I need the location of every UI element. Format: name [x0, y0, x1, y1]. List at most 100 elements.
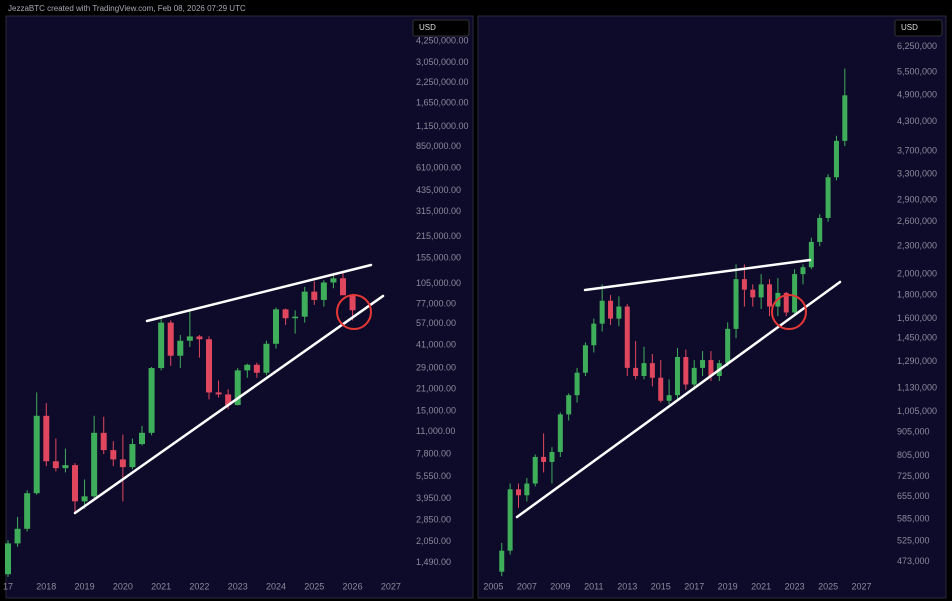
y-tick-label: 3,700,000: [897, 146, 937, 156]
y-tick-label: 29,000.00: [416, 362, 456, 372]
y-tick-label: 525,000: [897, 535, 930, 545]
candle-body: [758, 284, 764, 298]
candle-body: [43, 415, 50, 462]
y-tick-label: 105,000.00: [416, 278, 461, 288]
candle-body: [52, 461, 59, 469]
candle-body: [767, 284, 773, 307]
y-tick-label: 15,000.00: [416, 406, 456, 416]
candle-body: [624, 306, 630, 368]
y-tick-label: 2,250,000.00: [416, 77, 469, 87]
candle-body: [14, 528, 21, 544]
candle-body: [340, 278, 346, 296]
y-tick-label: 1,800,000: [897, 289, 937, 299]
candle-body: [5, 543, 11, 575]
y-tick-label: 1,005,000: [897, 406, 937, 416]
y-tick-label: 1,130,000: [897, 382, 937, 392]
candle-body: [566, 395, 572, 415]
y-tick-label: 585,000: [897, 514, 930, 524]
candle-body: [330, 278, 337, 283]
candle-body: [633, 367, 639, 377]
candle-body: [549, 451, 555, 462]
y-tick-label: 4,900,000: [897, 90, 937, 100]
candle-body: [582, 345, 588, 373]
x-tick-label: 2019: [75, 581, 95, 591]
currency-box: [412, 19, 470, 37]
candle-body: [574, 372, 580, 396]
candle-body: [591, 323, 597, 346]
x-tick-label: 2011: [584, 581, 603, 591]
candle-body: [215, 392, 222, 395]
candle-body: [196, 336, 203, 340]
candle-body: [91, 432, 98, 497]
candle-body: [616, 306, 622, 319]
left-panel: [5, 15, 474, 599]
candle-body: [658, 377, 664, 401]
y-tick-label: 805,000: [897, 450, 930, 460]
x-tick-label: 17: [3, 581, 13, 591]
y-tick-label: 4,300,000: [897, 116, 937, 126]
y-tick-label: 215,000.00: [416, 231, 461, 241]
y-tick-label: 77,000.00: [416, 298, 456, 308]
currency-label: USD: [419, 23, 436, 32]
candle-body: [666, 395, 672, 401]
candle-body: [301, 291, 308, 317]
y-tick-label: 1,290,000: [897, 356, 937, 366]
y-tick-label: 2,850.00: [416, 515, 451, 525]
right-panel: [477, 15, 947, 599]
candle-body: [72, 465, 78, 502]
y-tick-label: 1,150,000.00: [416, 121, 469, 131]
y-tick-label: 3,300,000: [897, 169, 937, 179]
y-tick-label: 6,250,000: [897, 41, 937, 51]
candle-body: [783, 292, 789, 313]
candle-body: [110, 450, 117, 460]
candle-body: [33, 415, 40, 494]
candle-body: [320, 282, 327, 300]
candle-body: [741, 279, 747, 290]
candle-body: [129, 444, 136, 468]
y-tick-label: 5,550.00: [416, 471, 451, 481]
candle-body: [292, 316, 299, 319]
y-tick-label: 1,450,000: [897, 333, 937, 343]
candle-body: [244, 364, 251, 371]
currency-box: [894, 19, 943, 37]
y-tick-label: 1,490.00: [416, 557, 451, 567]
candle-body: [674, 357, 680, 396]
candle-body: [683, 357, 689, 385]
highlight-circle: [336, 294, 372, 330]
candle-body: [833, 140, 839, 178]
candle-body: [808, 241, 814, 268]
y-tick-label: 155,000.00: [416, 253, 461, 263]
x-tick-label: 2021: [151, 581, 171, 591]
y-tick-label: 2,900,000: [897, 194, 937, 204]
candle-body: [817, 217, 823, 242]
candle-body: [177, 340, 184, 356]
y-tick-label: 2,000,000: [897, 268, 937, 278]
x-tick-label: 2009: [550, 581, 570, 591]
y-tick-label: 3,950.00: [416, 493, 451, 503]
header-text: JezzaBTC created with TradingView.com, F…: [8, 4, 246, 13]
y-tick-label: 905,000: [897, 427, 930, 437]
trend-line: [583, 258, 812, 292]
trend-line: [515, 280, 842, 519]
x-tick-label: 2024: [266, 581, 286, 591]
x-tick-label: 2025: [818, 581, 838, 591]
candle-body: [139, 432, 145, 445]
candle-body: [842, 95, 848, 141]
x-tick-label: 2021: [751, 581, 771, 591]
candle-body: [499, 550, 505, 572]
candle-body: [225, 394, 232, 406]
y-tick-label: 2,600,000: [897, 216, 937, 226]
candle-body: [158, 322, 165, 369]
candle-body: [253, 364, 260, 373]
candle-body: [507, 489, 513, 551]
candle-body: [273, 309, 279, 344]
candle-body: [282, 309, 289, 319]
trend-line: [145, 263, 373, 323]
y-tick-label: 1,600,000: [897, 313, 937, 323]
annotations: [73, 258, 842, 519]
candle-body: [792, 274, 798, 313]
y-tick-label: 5,500,000: [897, 67, 937, 77]
highlight-circle: [771, 294, 807, 330]
